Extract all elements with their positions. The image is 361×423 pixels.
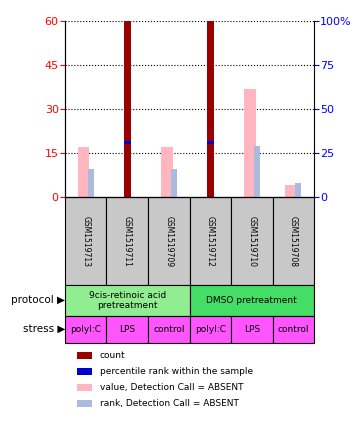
Bar bbox=[77, 399, 92, 407]
Bar bbox=[65, 197, 106, 285]
Bar bbox=[106, 316, 148, 343]
Bar bbox=[273, 197, 314, 285]
Bar bbox=[65, 316, 106, 343]
Text: LPS: LPS bbox=[119, 325, 135, 334]
Text: GSM1519713: GSM1519713 bbox=[81, 216, 90, 267]
Bar bbox=[148, 316, 190, 343]
Bar bbox=[190, 316, 231, 343]
Text: percentile rank within the sample: percentile rank within the sample bbox=[100, 367, 253, 376]
Bar bbox=[231, 316, 273, 343]
Bar bbox=[106, 197, 148, 285]
Text: GSM1519710: GSM1519710 bbox=[247, 216, 256, 267]
Bar bbox=[190, 197, 231, 285]
Text: polyI:C: polyI:C bbox=[70, 325, 101, 334]
Bar bbox=[88, 169, 94, 197]
Text: count: count bbox=[100, 352, 126, 360]
Bar bbox=[77, 368, 92, 375]
Bar bbox=[295, 183, 301, 197]
Text: control: control bbox=[278, 325, 309, 334]
Text: DMSO pretreatment: DMSO pretreatment bbox=[206, 296, 297, 305]
Bar bbox=[231, 197, 273, 285]
Text: GSM1519708: GSM1519708 bbox=[289, 216, 298, 267]
Bar bbox=[206, 21, 214, 197]
Text: control: control bbox=[153, 325, 184, 334]
Text: GSM1519712: GSM1519712 bbox=[206, 216, 215, 266]
Text: rank, Detection Call = ABSENT: rank, Detection Call = ABSENT bbox=[100, 398, 239, 408]
Text: protocol ▶: protocol ▶ bbox=[11, 295, 65, 305]
Bar bbox=[171, 169, 177, 197]
Text: stress ▶: stress ▶ bbox=[23, 324, 65, 334]
Bar bbox=[254, 146, 260, 197]
Text: LPS: LPS bbox=[244, 325, 260, 334]
Bar bbox=[123, 21, 131, 197]
Text: 9cis-retinoic acid
pretreatment: 9cis-retinoic acid pretreatment bbox=[89, 291, 166, 310]
Text: value, Detection Call = ABSENT: value, Detection Call = ABSENT bbox=[100, 383, 243, 392]
Bar bbox=[77, 352, 92, 360]
Text: polyI:C: polyI:C bbox=[195, 325, 226, 334]
Text: GSM1519709: GSM1519709 bbox=[164, 216, 173, 267]
Bar bbox=[65, 285, 190, 316]
Bar bbox=[148, 197, 190, 285]
Bar bbox=[244, 89, 256, 197]
Bar bbox=[161, 147, 173, 197]
Bar bbox=[206, 141, 214, 144]
Text: GSM1519711: GSM1519711 bbox=[123, 216, 132, 266]
Bar bbox=[273, 316, 314, 343]
Bar bbox=[77, 384, 92, 391]
Bar bbox=[78, 147, 90, 197]
Bar bbox=[286, 185, 297, 197]
Bar bbox=[123, 141, 131, 144]
Bar bbox=[190, 285, 314, 316]
